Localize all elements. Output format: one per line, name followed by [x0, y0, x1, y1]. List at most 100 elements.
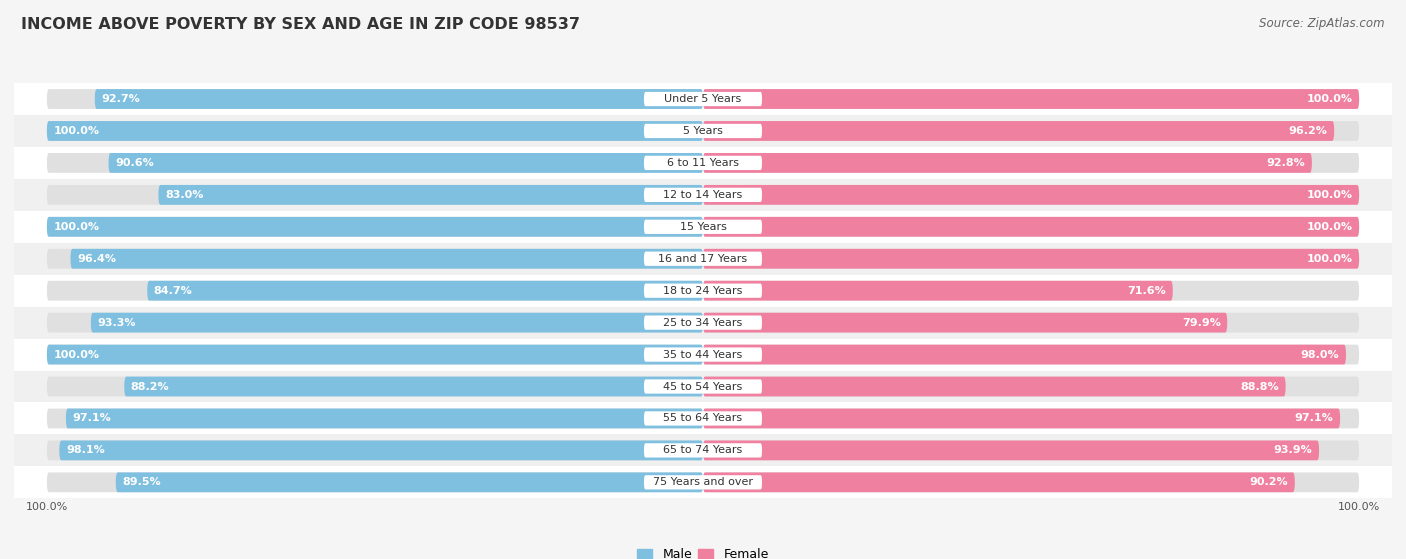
Text: 92.8%: 92.8% [1267, 158, 1305, 168]
Text: Source: ZipAtlas.com: Source: ZipAtlas.com [1260, 17, 1385, 30]
FancyBboxPatch shape [46, 377, 703, 396]
FancyBboxPatch shape [66, 409, 703, 428]
FancyBboxPatch shape [703, 377, 1285, 396]
Text: 45 to 54 Years: 45 to 54 Years [664, 381, 742, 391]
Text: 5 Years: 5 Years [683, 126, 723, 136]
Text: 90.2%: 90.2% [1250, 477, 1288, 487]
FancyBboxPatch shape [46, 217, 703, 236]
Text: 15 Years: 15 Years [679, 222, 727, 232]
FancyBboxPatch shape [46, 440, 703, 460]
Text: 100.0%: 100.0% [25, 502, 67, 512]
Bar [14, 179, 1392, 211]
Text: 88.2%: 88.2% [131, 381, 170, 391]
FancyBboxPatch shape [703, 345, 1360, 364]
FancyBboxPatch shape [703, 89, 1360, 109]
Bar [14, 466, 1392, 498]
FancyBboxPatch shape [644, 380, 762, 394]
Text: 100.0%: 100.0% [1339, 502, 1381, 512]
Text: 88.8%: 88.8% [1240, 381, 1279, 391]
FancyBboxPatch shape [46, 153, 703, 173]
FancyBboxPatch shape [159, 185, 703, 205]
Legend: Male, Female: Male, Female [633, 543, 773, 559]
FancyBboxPatch shape [46, 312, 703, 333]
Bar [14, 402, 1392, 434]
Text: 18 to 24 Years: 18 to 24 Years [664, 286, 742, 296]
Bar [14, 211, 1392, 243]
Text: 98.0%: 98.0% [1301, 349, 1340, 359]
FancyBboxPatch shape [703, 121, 1360, 141]
FancyBboxPatch shape [644, 156, 762, 170]
Bar [14, 274, 1392, 307]
FancyBboxPatch shape [46, 281, 703, 301]
FancyBboxPatch shape [703, 409, 1340, 428]
Text: 84.7%: 84.7% [153, 286, 193, 296]
FancyBboxPatch shape [703, 153, 1312, 173]
FancyBboxPatch shape [91, 312, 703, 333]
Text: 65 to 74 Years: 65 to 74 Years [664, 446, 742, 456]
Bar [14, 307, 1392, 339]
FancyBboxPatch shape [644, 124, 762, 138]
Text: 100.0%: 100.0% [1306, 190, 1353, 200]
Bar [14, 434, 1392, 466]
Bar [14, 147, 1392, 179]
FancyBboxPatch shape [46, 249, 703, 269]
Bar [14, 243, 1392, 274]
Text: 100.0%: 100.0% [1306, 254, 1353, 264]
FancyBboxPatch shape [59, 440, 703, 460]
Text: 100.0%: 100.0% [53, 126, 100, 136]
Text: 100.0%: 100.0% [1306, 94, 1353, 104]
FancyBboxPatch shape [644, 475, 762, 490]
FancyBboxPatch shape [703, 249, 1360, 269]
Text: INCOME ABOVE POVERTY BY SEX AND AGE IN ZIP CODE 98537: INCOME ABOVE POVERTY BY SEX AND AGE IN Z… [21, 17, 581, 32]
FancyBboxPatch shape [46, 185, 703, 205]
FancyBboxPatch shape [703, 281, 1360, 301]
FancyBboxPatch shape [46, 345, 703, 364]
FancyBboxPatch shape [703, 153, 1360, 173]
FancyBboxPatch shape [115, 472, 703, 492]
FancyBboxPatch shape [703, 409, 1360, 428]
FancyBboxPatch shape [703, 217, 1360, 236]
FancyBboxPatch shape [46, 121, 703, 141]
FancyBboxPatch shape [644, 315, 762, 330]
Text: 90.6%: 90.6% [115, 158, 153, 168]
FancyBboxPatch shape [703, 472, 1295, 492]
FancyBboxPatch shape [46, 409, 703, 428]
Text: 98.1%: 98.1% [66, 446, 104, 456]
FancyBboxPatch shape [703, 185, 1360, 205]
Text: 71.6%: 71.6% [1128, 286, 1166, 296]
FancyBboxPatch shape [94, 89, 703, 109]
Text: 93.3%: 93.3% [97, 318, 136, 328]
Text: Under 5 Years: Under 5 Years [665, 94, 741, 104]
FancyBboxPatch shape [644, 411, 762, 425]
FancyBboxPatch shape [46, 89, 703, 109]
Text: 12 to 14 Years: 12 to 14 Years [664, 190, 742, 200]
FancyBboxPatch shape [644, 283, 762, 298]
FancyBboxPatch shape [644, 220, 762, 234]
Text: 16 and 17 Years: 16 and 17 Years [658, 254, 748, 264]
FancyBboxPatch shape [703, 312, 1360, 333]
Text: 35 to 44 Years: 35 to 44 Years [664, 349, 742, 359]
FancyBboxPatch shape [703, 345, 1346, 364]
FancyBboxPatch shape [46, 121, 703, 141]
Text: 55 to 64 Years: 55 to 64 Years [664, 414, 742, 424]
Text: 25 to 34 Years: 25 to 34 Years [664, 318, 742, 328]
Text: 100.0%: 100.0% [1306, 222, 1353, 232]
Text: 100.0%: 100.0% [53, 349, 100, 359]
Bar [14, 371, 1392, 402]
FancyBboxPatch shape [644, 252, 762, 266]
FancyBboxPatch shape [108, 153, 703, 173]
FancyBboxPatch shape [644, 188, 762, 202]
Text: 97.1%: 97.1% [1295, 414, 1333, 424]
Text: 100.0%: 100.0% [53, 222, 100, 232]
FancyBboxPatch shape [644, 92, 762, 106]
Text: 96.2%: 96.2% [1289, 126, 1327, 136]
FancyBboxPatch shape [703, 217, 1360, 236]
Text: 89.5%: 89.5% [122, 477, 160, 487]
FancyBboxPatch shape [46, 345, 703, 364]
Text: 83.0%: 83.0% [165, 190, 204, 200]
FancyBboxPatch shape [703, 281, 1173, 301]
Text: 92.7%: 92.7% [101, 94, 141, 104]
Text: 79.9%: 79.9% [1182, 318, 1220, 328]
FancyBboxPatch shape [46, 472, 703, 492]
FancyBboxPatch shape [124, 377, 703, 396]
